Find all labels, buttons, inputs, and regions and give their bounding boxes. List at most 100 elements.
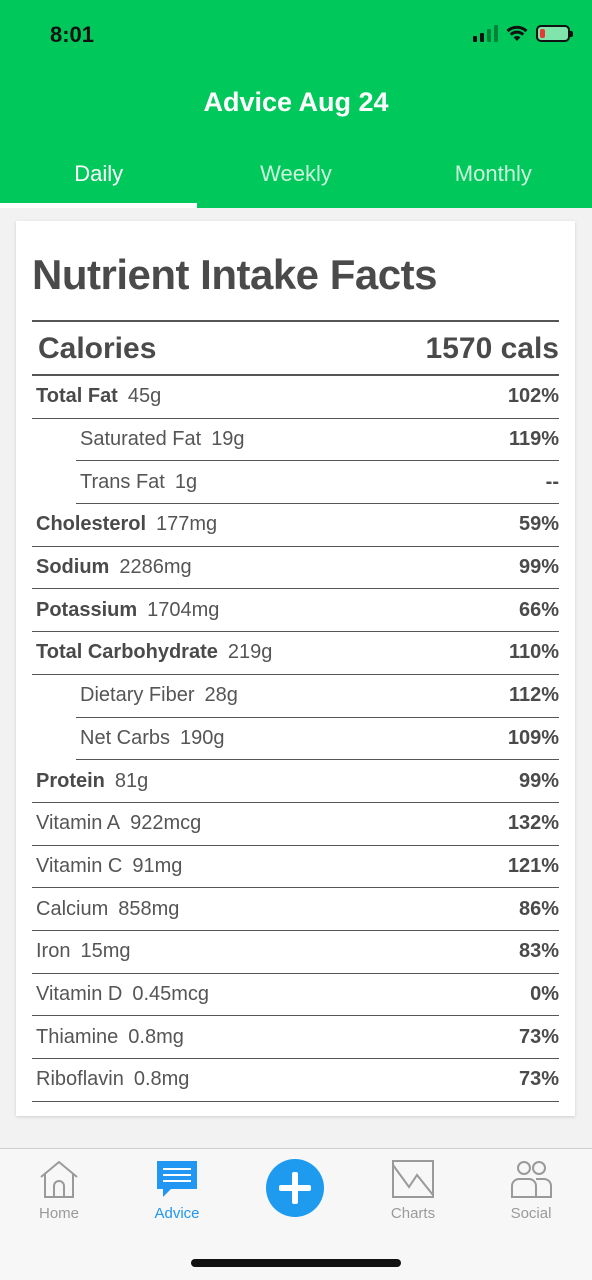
nutrient-daily-value: 73% (518, 1025, 559, 1048)
nutrient-name: Iron (36, 940, 71, 963)
nutrient-label-group: Vitamin D 0.45mcg (36, 983, 209, 1006)
nutrient-name: Trans Fat (80, 470, 165, 493)
nutrient-row: Riboflavin 0.8mg 73% (32, 1059, 559, 1102)
nav-charts[interactable]: Charts (363, 1159, 463, 1222)
charts-icon (392, 1160, 434, 1198)
nutrient-name: Dietary Fiber (80, 684, 195, 707)
nutrient-amount: 177mg (156, 513, 218, 536)
nutrient-row: Cholesterol 177mg 59% (32, 504, 559, 547)
nutrient-daily-value: 99% (518, 769, 559, 792)
nutrient-name: Cholesterol (36, 513, 147, 536)
nutrient-label-group: Calcium 858mg (36, 898, 179, 921)
nav-social-label: Social (510, 1205, 552, 1222)
nutrient-daily-value: -- (545, 470, 559, 493)
nutrient-daily-value: 112% (508, 684, 559, 707)
nutrient-label-group: Riboflavin 0.8mg (36, 1068, 189, 1091)
nutrient-amount: 81g (114, 769, 149, 792)
calories-row: Calories 1570 cals (32, 323, 559, 376)
nutrient-daily-value: 66% (518, 598, 559, 621)
nutrient-row: Sodium 2286mg 99% (32, 547, 559, 590)
nutrient-label-group: Trans Fat 1g (80, 471, 197, 494)
nutrient-label-group: Iron 15mg (36, 940, 131, 963)
nutrient-name: Riboflavin (36, 1068, 124, 1091)
nutrient-amount: 0.8mg (128, 1025, 184, 1048)
nutrient-row: Vitamin A 922mcg 132% (32, 803, 559, 846)
divider (32, 320, 559, 322)
nav-social[interactable]: Social (481, 1159, 581, 1222)
nutrient-amount: 15mg (80, 940, 131, 963)
nutrient-name: Protein (36, 769, 105, 792)
add-button[interactable] (266, 1159, 324, 1217)
tab-weekly[interactable]: Weekly (260, 161, 332, 186)
nutrient-name: Potassium (36, 598, 138, 621)
bottom-nav: Home Advice Charts Social (0, 1148, 592, 1280)
social-people-icon (511, 1161, 552, 1198)
nutrient-daily-value: 99% (518, 556, 559, 579)
nutrient-label-group: Cholesterol 177mg (36, 513, 217, 536)
nav-advice[interactable]: Advice (127, 1159, 227, 1222)
nutrient-daily-value: 121% (507, 854, 559, 877)
nutrient-amount: 45g (127, 385, 162, 408)
nutrient-amount: 2286mg (119, 556, 192, 579)
nutrient-row: Total Carbohydrate 219g 110% (32, 632, 559, 675)
nutrient-row: Dietary Fiber 28g 112% (76, 675, 559, 718)
nutrient-label-group: Protein 81g (36, 770, 148, 793)
nutrient-label-group: Sodium 2286mg (36, 556, 192, 579)
nutrient-row: Total Fat 45g 102% (32, 376, 559, 419)
nutrient-daily-value: 109% (507, 726, 559, 749)
nutrient-daily-value: 86% (518, 897, 559, 920)
nutrient-daily-value: 110% (508, 641, 559, 664)
nutrient-daily-value: 119% (508, 428, 559, 451)
card-title: Nutrient Intake Facts (32, 251, 437, 298)
nutrient-row: Potassium 1704mg 66% (32, 589, 559, 633)
nutrient-daily-value: 102% (507, 385, 559, 408)
tab-daily[interactable]: Daily (0, 150, 198, 208)
nutrient-label-group: Vitamin A 922mcg (36, 812, 201, 835)
nutrient-facts-card: Nutrient Intake Facts Calories 1570 cals… (16, 221, 575, 1116)
nutrient-row: Trans Fat 1g -- (76, 461, 559, 505)
calories-value: 1570 cals (425, 331, 559, 365)
nutrient-name: Thiamine (36, 1025, 119, 1048)
nutrient-daily-value: 59% (518, 513, 559, 536)
nutrient-row: Thiamine 0.8mg 73% (32, 1016, 559, 1059)
nutrient-amount: 190g (180, 726, 225, 749)
status-icons (473, 24, 573, 42)
app-header: 8:01 Advice Aug 24 Daily Weekly Monthly (0, 0, 592, 208)
nutrient-name: Vitamin C (36, 854, 123, 877)
nutrient-name: Calcium (36, 897, 109, 920)
nutrient-row: Calcium 858mg 86% (32, 888, 559, 931)
status-time: 8:01 (50, 22, 95, 47)
nutrient-label-group: Saturated Fat 19g (80, 428, 245, 451)
nutrient-name: Net Carbs (80, 726, 171, 749)
page-title: Advice Aug 24 (203, 87, 389, 117)
nutrient-daily-value: 132% (507, 812, 559, 835)
nutrient-name: Sodium (36, 556, 110, 579)
nutrient-daily-value: 83% (518, 940, 559, 963)
battery-icon (536, 24, 573, 42)
nutrient-label-group: Potassium 1704mg (36, 599, 219, 622)
nutrient-amount: 28g (204, 684, 238, 707)
nutrient-label-group: Thiamine 0.8mg (36, 1026, 184, 1049)
nav-advice-label: Advice (154, 1205, 200, 1222)
nutrient-list: Total Fat 45g 102% Saturated Fat 19g 119% Tran… (32, 376, 559, 1102)
nutrient-amount: 0.8mg (133, 1068, 190, 1091)
home-indicator (191, 1259, 401, 1267)
nutrient-row: Iron 15mg 83% (32, 931, 559, 974)
nutrient-name: Vitamin A (36, 812, 121, 835)
nutrient-row: Protein 81g 99% (32, 760, 559, 803)
nutrient-amount: 858mg (118, 897, 180, 920)
nutrient-name: Total Carbohydrate (36, 641, 218, 664)
tab-monthly[interactable]: Monthly (454, 161, 532, 186)
nutrient-amount: 1704mg (147, 598, 220, 621)
nutrient-amount: 1g (174, 470, 198, 493)
nutrient-label-group: Vitamin C 91mg (36, 855, 182, 878)
nutrient-daily-value: 0% (530, 982, 559, 1005)
cellular-signal-icon (473, 24, 498, 42)
calories-label: Calories (38, 331, 157, 365)
nutrient-row: Saturated Fat 19g 119% (76, 419, 559, 462)
nutrient-daily-value: 73% (518, 1068, 559, 1091)
home-icon (40, 1160, 78, 1198)
nutrient-amount: 91mg (132, 854, 183, 877)
nutrient-row: Vitamin D 0.45mcg 0% (32, 974, 559, 1017)
nav-home[interactable]: Home (9, 1159, 109, 1222)
